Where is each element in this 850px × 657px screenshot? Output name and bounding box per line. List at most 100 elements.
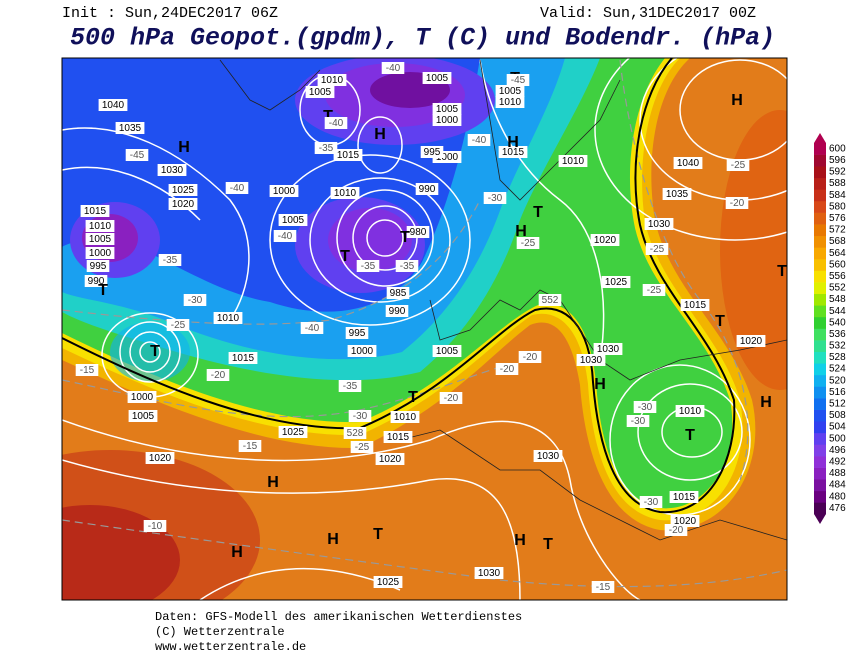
isobar-label: 1015 [387,432,410,443]
isobar-label: 1030 [580,355,603,366]
isobar-label: 1025 [605,277,628,288]
isotherm-label: -45 [130,150,145,161]
isobar-label: 1000 [89,248,112,259]
colorbar-box [814,467,826,480]
colorbar-label: 580 [829,201,846,212]
isobar-label-box [80,205,110,217]
isotherm-label: -35 [343,381,358,392]
isotherm-label-box [238,440,262,452]
isobar-label: 1010 [562,156,585,167]
isobar-label-box [675,405,705,417]
isotherm-label-box [639,496,663,508]
isobar-label-box [495,96,525,108]
isotherm-label-box [483,192,507,204]
colorbar-box [814,305,826,318]
colorbar-box [814,398,826,410]
map-frame [61,57,788,601]
isobar-label-box [115,122,145,134]
isotherm-label: -30 [638,402,653,413]
isobar-label: 1010 [679,406,702,417]
isotherm-label: -25 [731,160,746,171]
isotherm-label: -40 [386,63,401,74]
pressure-center: T [685,427,695,444]
isobar-label: 990 [389,306,406,317]
isobar-label-box [498,146,528,158]
init-time: Init : Sun,24DEC2017 06Z [62,5,278,22]
isobar-label-box [432,103,462,115]
isotherm-label: -40 [472,135,487,146]
colorbar-box [814,258,826,271]
isobar-label: 990 [419,184,436,195]
isobar-label-box [305,86,335,98]
isotherm-label: 552 [542,295,559,306]
isobar-label: 1030 [537,451,560,462]
isotherm-label-box [726,159,750,171]
isobar-label: 1005 [282,215,305,226]
isobar-label-box [317,74,347,86]
colorbar-arrow [814,133,826,143]
isotherm-label: -20 [500,364,515,375]
colorbar-label: 536 [829,329,846,340]
isotherm-label: -30 [488,193,503,204]
isotherm-label: -10 [148,521,163,532]
isotherm-label: -45 [511,75,526,86]
colorbar-label: 544 [829,306,846,317]
colorbar-label: 516 [829,387,846,398]
isobar-label-box [558,155,588,167]
isobar-label-box [145,452,175,464]
colorbar-label: 504 [829,422,846,433]
isotherm-label-box [314,142,338,154]
isotherm-label: -20 [669,525,684,536]
isobar-label-box [590,234,620,246]
isotherm-label-box [467,134,491,146]
colorbar-label: 532 [829,341,846,352]
colorbar-box [814,328,826,341]
isobar-label-box [373,576,403,588]
colorbar-box [814,432,826,445]
isobar-label: 1005 [436,346,459,357]
pressure-center: H [515,223,527,240]
isobar-label-box [644,218,674,230]
colorbar-box [814,340,826,352]
footer-line: www.wetterzentrale.de [155,640,306,654]
isobar-label: 1030 [597,344,620,355]
isotherm-label-box [495,363,519,375]
colorbar-box [814,270,826,283]
isobar-label-box [736,335,766,347]
isobar-label-box [128,410,158,422]
pressure-center: H [594,376,606,393]
colorbar-label: 572 [829,225,846,236]
isobar-label-box [415,183,439,195]
colorbar-box [814,502,826,515]
isobar-label: 1015 [502,147,525,158]
isobar-label-box [593,343,623,355]
isotherm-label-box [516,237,540,249]
colorbar-box [814,409,826,422]
isobar-label-box [269,185,299,197]
isobar-label-box [330,187,360,199]
isotherm-label: -20 [211,370,226,381]
pressure-center: H [514,532,526,549]
isobar-label: 1005 [132,411,155,422]
isobar-label: 1005 [89,234,112,245]
isobar-label-box [385,305,409,317]
isobar-label: 1005 [499,86,522,97]
isobar-label-box [420,146,444,158]
colorbar-label: 584 [829,190,846,201]
pressure-center: T [373,526,383,543]
isotherm-label-box [642,284,666,296]
isobar-label: 1000 [436,152,459,163]
map-field: 1040103510301025102010151010100510009959… [62,58,787,600]
isobar-label: 1010 [499,97,522,108]
isobar-label-box [213,312,243,324]
isobar-label-box [86,260,110,272]
isobar-label: 1000 [131,392,154,403]
isobar-label-box [669,491,699,503]
isobar-label: 995 [90,261,107,272]
isotherm-label-box [343,427,367,439]
pressure-center: T [98,282,108,299]
isobar-label: 1020 [149,453,172,464]
isobar-label: 990 [88,276,105,287]
isobar-label: 1030 [648,219,671,230]
isobar-label-box [601,276,631,288]
